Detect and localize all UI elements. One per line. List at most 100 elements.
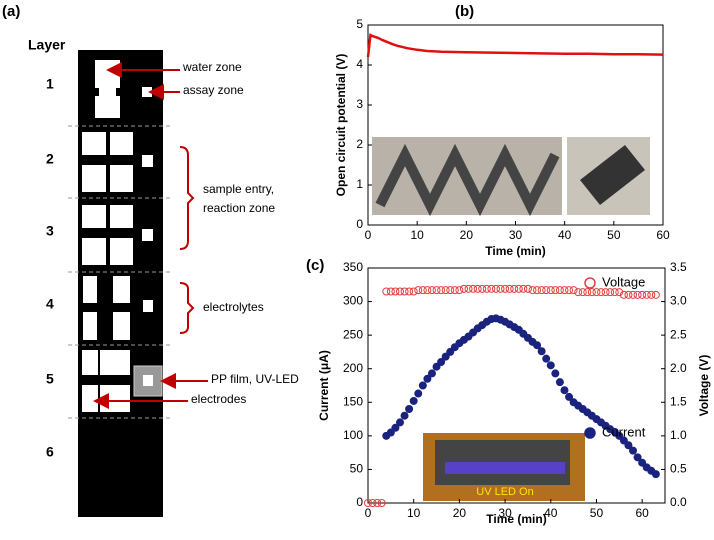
data-point	[555, 378, 564, 387]
data-point	[464, 284, 473, 293]
data-point	[629, 446, 638, 455]
data-point	[441, 352, 450, 361]
data-point	[423, 374, 432, 383]
data-point	[432, 286, 441, 295]
data-point	[405, 287, 414, 296]
layer-number: 1	[46, 76, 54, 92]
data-point	[405, 405, 414, 413]
data-point	[418, 286, 427, 295]
y-tick-label: 350	[343, 260, 363, 274]
data-point	[601, 288, 610, 297]
data-point	[418, 381, 427, 390]
data-point	[638, 290, 647, 299]
x-tick-label: 60	[656, 228, 670, 242]
y2-tick-label: 0.5	[670, 462, 687, 476]
y-tick-label: 300	[343, 294, 363, 308]
data-point	[395, 418, 404, 427]
data-point	[551, 369, 560, 378]
data-point	[382, 287, 391, 296]
y-tick-label: 50	[350, 462, 364, 476]
inset-label: UV LED On	[476, 486, 533, 498]
x-tick-label: 40	[558, 228, 572, 242]
data-point	[414, 389, 423, 398]
layer-number: 2	[46, 151, 54, 167]
data-point	[364, 499, 372, 507]
x-tick-label: 10	[407, 506, 421, 520]
data-point	[501, 284, 510, 293]
layer-number: 6	[46, 444, 54, 460]
y2-tick-label: 3.5	[670, 260, 687, 274]
y-tick-label: 2	[356, 137, 363, 151]
data-point	[386, 287, 395, 296]
data-point	[587, 288, 596, 297]
x-tick-label: 50	[607, 228, 621, 242]
x-tick-label: 0	[365, 228, 372, 242]
data-point	[560, 386, 569, 395]
y-tick-label: 250	[343, 327, 363, 341]
data-point	[597, 288, 606, 297]
data-point	[569, 286, 578, 295]
data-point	[427, 369, 436, 378]
data-point	[546, 361, 555, 370]
data-point	[473, 284, 482, 293]
x-tick-label: 10	[410, 228, 424, 242]
data-point	[551, 286, 560, 295]
data-point	[496, 284, 505, 293]
panel-label: (b)	[455, 3, 474, 20]
data-point	[606, 288, 615, 297]
data-point	[624, 290, 633, 299]
data-point	[391, 423, 400, 432]
data-point	[400, 411, 409, 420]
annotation: reaction zone	[203, 201, 275, 215]
y2-tick-label: 2.5	[670, 327, 687, 341]
data-point	[565, 286, 574, 295]
y-axis-label: Current (μA)	[317, 350, 331, 421]
data-point	[615, 288, 624, 297]
layer-diagram: Layer 1 2 3 4 5 6	[28, 37, 299, 517]
y-tick-label: 5	[356, 17, 363, 31]
data-point	[537, 347, 546, 356]
data-point	[386, 428, 395, 437]
data-point	[528, 286, 537, 295]
data-point	[414, 286, 423, 295]
data-point	[542, 354, 551, 363]
data-point	[491, 284, 500, 293]
annotation: water zone	[182, 60, 242, 74]
data-point	[446, 347, 455, 356]
data-point	[624, 441, 633, 450]
annotation: electrodes	[191, 392, 246, 406]
x-axis-label: Time (min)	[486, 512, 546, 526]
data-point	[482, 284, 491, 293]
data-point	[629, 290, 638, 299]
data-point	[437, 358, 446, 366]
annotation: sample entry,	[203, 182, 274, 196]
y2-tick-label: 0.0	[670, 495, 687, 509]
data-point	[487, 284, 496, 293]
y2-tick-label: 1.5	[670, 394, 687, 408]
data-point	[533, 341, 542, 350]
data-point	[441, 286, 450, 295]
data-point	[450, 286, 459, 295]
data-point	[510, 284, 519, 293]
x-tick-label: 60	[635, 506, 649, 520]
layer-number: 5	[46, 371, 54, 387]
x-tick-label: 0	[365, 506, 372, 520]
y-tick-label: 150	[343, 394, 363, 408]
data-point	[565, 392, 574, 401]
data-point	[368, 499, 377, 507]
panel-label: (a)	[2, 3, 20, 20]
y2-tick-label: 3.0	[670, 294, 687, 308]
x-tick-label: 30	[498, 506, 512, 520]
y-tick-label: 3	[356, 97, 363, 111]
data-point	[651, 290, 660, 299]
data-point	[391, 287, 400, 296]
legend-marker	[584, 427, 596, 439]
x-tick-label: 30	[509, 228, 523, 242]
data-point	[446, 286, 455, 295]
data-point	[469, 284, 478, 293]
data-point	[400, 287, 409, 296]
legend-marker	[584, 277, 596, 289]
y-axis-label: Open circuit potential (V)	[334, 54, 348, 197]
y-tick-label: 0	[356, 217, 363, 231]
x-tick-label: 20	[460, 228, 474, 242]
